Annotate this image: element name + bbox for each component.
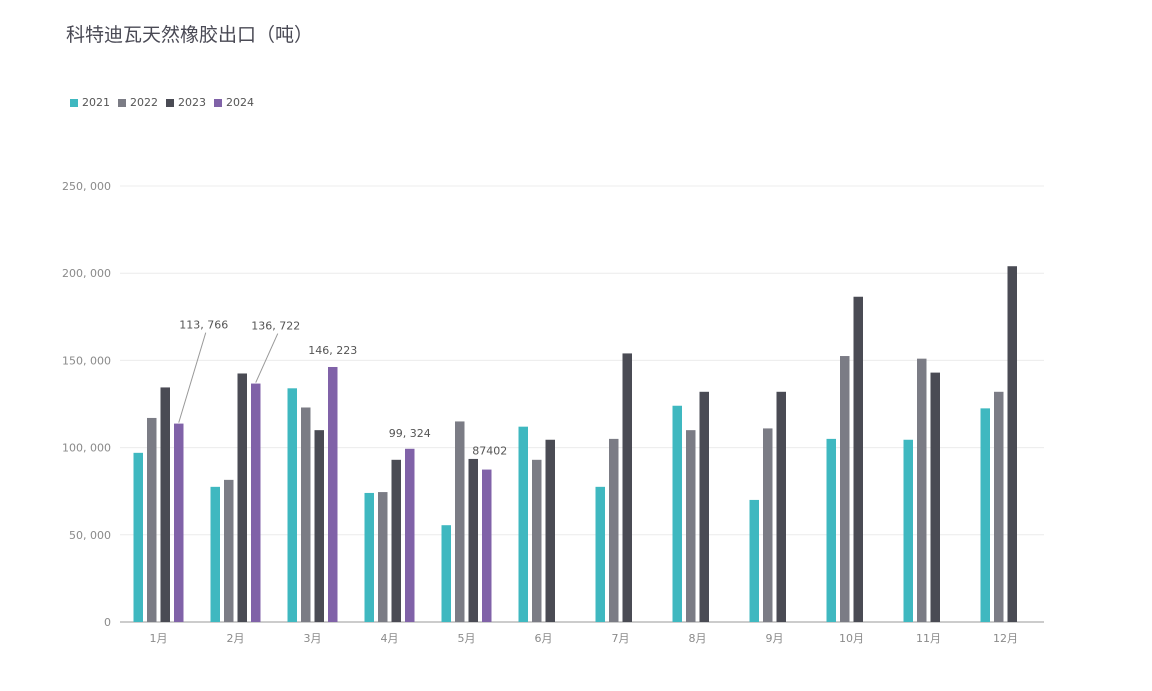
legend-swatch-2021 [70, 98, 78, 107]
y-tick-label: 50, 000 [69, 529, 111, 542]
y-tick-label: 0 [104, 616, 111, 629]
bar-2022-4 [455, 421, 465, 622]
x-tick-label: 9月 [766, 632, 784, 645]
legend-item-2022[interactable]: 2022 [118, 96, 158, 109]
bar-2023-7 [699, 391, 709, 622]
y-tick-label: 200, 000 [62, 267, 111, 280]
bar-2023-0 [160, 387, 170, 622]
data-label-leader [255, 333, 279, 383]
bar-2021-9 [826, 438, 836, 622]
bar-2023-3 [391, 459, 401, 622]
x-tick-label: 6月 [535, 632, 553, 645]
data-label: 113, 766 [179, 319, 228, 332]
data-label: 99, 324 [389, 427, 431, 440]
x-tick-label: 4月 [381, 632, 399, 645]
bar-2023-8 [776, 391, 786, 622]
data-label: 146, 223 [308, 344, 357, 357]
bar-2021-8 [749, 499, 759, 622]
legend-item-2024[interactable]: 2024 [214, 96, 254, 109]
data-label-leader [178, 332, 207, 423]
x-tick-label: 3月 [304, 632, 322, 645]
bar-2023-9 [853, 296, 863, 622]
data-label: 136, 722 [251, 320, 300, 333]
y-tick-label: 100, 000 [62, 442, 111, 455]
bar-2023-6 [622, 353, 632, 622]
y-tick-label: 250, 000 [62, 180, 111, 193]
bar-2023-11 [1007, 266, 1017, 622]
x-tick-label: 5月 [458, 632, 476, 645]
bar-2024-2 [328, 366, 338, 622]
bar-2022-6 [609, 438, 619, 622]
bar-2023-1 [237, 373, 247, 622]
legend-item-2023[interactable]: 2023 [166, 96, 206, 109]
bar-2023-5 [545, 439, 555, 622]
bar-2022-3 [378, 492, 388, 622]
legend-item-2021[interactable]: 2021 [70, 96, 110, 109]
x-tick-label: 8月 [689, 632, 707, 645]
bar-2022-7 [686, 430, 696, 622]
x-tick-label: 7月 [612, 632, 630, 645]
legend-label-2023: 2023 [178, 96, 206, 109]
legend-label-2021: 2021 [82, 96, 110, 109]
bar-2021-2 [287, 388, 297, 622]
bar-2023-4 [468, 458, 478, 622]
bar-2022-8 [763, 428, 773, 622]
bar-2022-11 [994, 391, 1004, 622]
bar-2023-10 [930, 372, 940, 622]
x-tick-label: 10月 [839, 632, 864, 645]
bar-2022-2 [301, 407, 311, 622]
bar-2021-0 [133, 452, 143, 622]
bar-2021-11 [980, 408, 990, 622]
bar-2021-10 [903, 439, 913, 622]
legend-swatch-2024 [214, 98, 222, 107]
bar-2021-7 [672, 405, 682, 622]
legend-label-2022: 2022 [130, 96, 158, 109]
data-label: 87402 [472, 445, 507, 458]
legend-swatch-2023 [166, 98, 174, 107]
bar-2024-1 [251, 383, 261, 622]
bar-2022-1 [224, 479, 234, 622]
y-tick-label: 150, 000 [62, 354, 111, 367]
bar-2021-3 [364, 492, 374, 622]
bar-2022-10 [917, 358, 927, 622]
x-tick-label: 11月 [916, 632, 941, 645]
bar-2021-5 [518, 426, 528, 622]
chart-title: 科特迪瓦天然橡胶出口（吨） [66, 24, 314, 46]
x-tick-label: 12月 [993, 632, 1018, 645]
x-tick-label: 2月 [227, 632, 245, 645]
legend-swatch-2022 [118, 98, 126, 107]
bar-2024-0 [174, 423, 184, 622]
bar-2022-0 [147, 417, 157, 622]
bar-2023-2 [314, 430, 324, 622]
bar-2021-1 [210, 486, 220, 622]
bar-2021-6 [595, 486, 605, 622]
chart-legend: 2021 2022 2023 2024 [70, 96, 254, 109]
bar-2024-3 [405, 448, 415, 622]
legend-label-2024: 2024 [226, 96, 254, 109]
bar-2024-4 [482, 469, 492, 622]
bar-2022-5 [532, 459, 542, 622]
x-tick-label: 1月 [150, 632, 168, 645]
bar-2021-4 [441, 525, 451, 622]
bar-2022-9 [840, 356, 850, 622]
